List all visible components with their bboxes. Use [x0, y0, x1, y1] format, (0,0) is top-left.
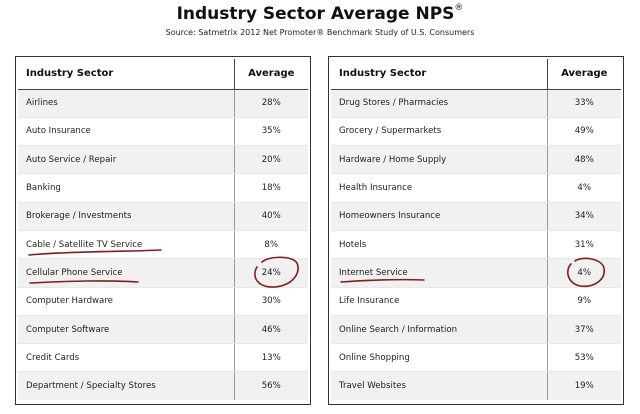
- sector-cell: Internet Service: [331, 258, 547, 288]
- average-cell: 46%: [233, 315, 308, 345]
- table-row: Hotels 31%: [331, 230, 621, 260]
- sector-cell: Computer Hardware: [18, 287, 234, 316]
- sector-cell: Cable / Satellite TV Service: [18, 230, 234, 260]
- average-cell: 48%: [546, 145, 621, 175]
- sector-cell: Life Insurance: [331, 287, 547, 316]
- table-row: Cable / Satellite TV Service 8%: [18, 230, 308, 260]
- header-industry-sector: Industry Sector: [331, 59, 547, 90]
- table-row: Travel Websites 19%: [331, 371, 621, 401]
- sector-cell: Auto Service / Repair: [18, 145, 234, 175]
- average-cell: 40%: [233, 202, 308, 231]
- average-cell: 28%: [233, 89, 308, 118]
- average-cell: 13%: [233, 343, 308, 373]
- table-row: Life Insurance 9%: [331, 287, 621, 316]
- table-row: Department / Specialty Stores 56%: [18, 371, 308, 401]
- sector-cell: Airlines: [18, 89, 234, 118]
- sector-cell: Brokerage / Investments: [18, 202, 234, 231]
- table-row: Health Insurance 4%: [331, 173, 621, 203]
- average-cell: 18%: [233, 173, 308, 203]
- table-header-row: Industry Sector Average: [18, 59, 308, 90]
- sector-cell: Auto Insurance: [18, 117, 234, 147]
- sector-cell: Credit Cards: [18, 343, 234, 373]
- registered-mark: ®: [454, 3, 464, 13]
- sector-cell: Online Search / Information: [331, 315, 547, 345]
- average-cell: 24%: [233, 258, 308, 288]
- average-cell: 53%: [546, 343, 621, 373]
- average-cell: 4%: [546, 173, 621, 203]
- sector-cell: Banking: [18, 173, 234, 203]
- table-row: Online Shopping 53%: [331, 343, 621, 373]
- sector-cell: Grocery / Supermarkets: [331, 117, 547, 147]
- sector-cell: Computer Software: [18, 315, 234, 345]
- sector-cell: Health Insurance: [331, 173, 547, 203]
- sector-cell: Hardware / Home Supply: [331, 145, 547, 175]
- table-row: Auto Insurance 35%: [18, 117, 308, 147]
- header-industry-sector: Industry Sector: [18, 59, 234, 90]
- sector-cell: Online Shopping: [331, 343, 547, 373]
- average-cell: 33%: [546, 89, 621, 118]
- sector-cell: Homeowners Insurance: [331, 202, 547, 231]
- table-header-row: Industry Sector Average: [331, 59, 621, 90]
- table-row: Brokerage / Investments 40%: [18, 202, 308, 231]
- average-cell: 49%: [546, 117, 621, 147]
- header-average: Average: [233, 59, 308, 90]
- average-cell: 8%: [233, 230, 308, 260]
- nps-table-left: Industry Sector Average Airlines 28% Auto …: [15, 56, 311, 405]
- table-row: Hardware / Home Supply 48%: [331, 145, 621, 175]
- header-average: Average: [546, 59, 621, 90]
- average-cell: 34%: [546, 202, 621, 231]
- table-row: Homeowners Insurance 34%: [331, 202, 621, 231]
- table-row: Cellular Phone Service 24%: [18, 258, 308, 288]
- average-cell: 19%: [546, 371, 621, 401]
- average-cell: 30%: [233, 287, 308, 316]
- average-cell: 56%: [233, 371, 308, 401]
- average-cell: 9%: [546, 287, 621, 316]
- table-row: Computer Software 46%: [18, 315, 308, 345]
- sector-cell: Drug Stores / Pharmacies: [331, 89, 547, 118]
- average-cell: 20%: [233, 145, 308, 175]
- title-text: Industry Sector Average NPS: [176, 4, 455, 24]
- table-row: Airlines 28%: [18, 89, 308, 118]
- table-row: Banking 18%: [18, 173, 308, 203]
- sector-cell: Hotels: [331, 230, 547, 260]
- sector-cell: Cellular Phone Service: [18, 258, 234, 288]
- sector-cell: Department / Specialty Stores: [18, 371, 234, 401]
- nps-table-right: Industry Sector Average Drug Stores / Ph…: [328, 56, 624, 405]
- average-cell: 4%: [546, 258, 621, 288]
- source-note: Source: Satmetrix 2012 Net Promoter® Ben…: [165, 28, 475, 37]
- table-row: Auto Service / Repair 20%: [18, 145, 308, 175]
- table-row: Computer Hardware 30%: [18, 287, 308, 316]
- table-row: Drug Stores / Pharmacies 33%: [331, 89, 621, 118]
- table-row: Credit Cards 13%: [18, 343, 308, 373]
- average-cell: 37%: [546, 315, 621, 345]
- table-row: Online Search / Information 37%: [331, 315, 621, 345]
- average-cell: 35%: [233, 117, 308, 147]
- table-row: Grocery / Supermarkets 49%: [331, 117, 621, 147]
- average-cell: 31%: [546, 230, 621, 260]
- table-row: Internet Service 4%: [331, 258, 621, 288]
- page-title: Industry Sector Average NPS®: [0, 3, 640, 24]
- sector-cell: Travel Websites: [331, 371, 547, 401]
